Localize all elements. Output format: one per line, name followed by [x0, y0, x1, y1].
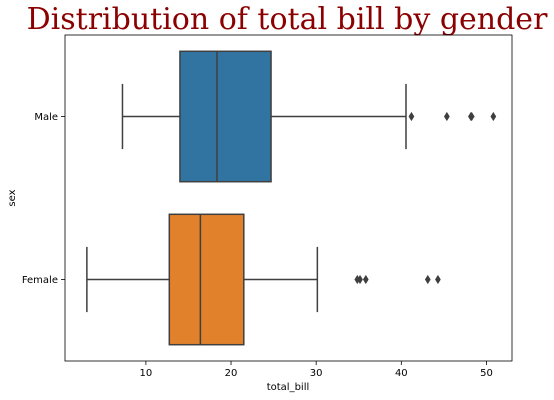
x-tick-label: 10: [140, 368, 153, 379]
x-tick-label: 40: [395, 368, 408, 379]
plot-frame: [64, 34, 513, 362]
x-axis: 10 20 30 40 50: [140, 361, 493, 379]
y-axis-label: sex: [7, 189, 18, 206]
x-tick-label: 20: [225, 368, 238, 379]
box-male: [179, 50, 272, 183]
outlier-point-female: [357, 274, 363, 285]
y-tick-label: Female: [22, 275, 58, 286]
outlier-point-female: [362, 274, 369, 285]
y-axis: Male Female: [22, 112, 65, 286]
x-tick-label: 30: [310, 368, 323, 379]
outlier-point-male: [443, 111, 450, 122]
outlier-point-male: [468, 111, 475, 122]
box-group-male: [121, 50, 497, 183]
outlier-point-female: [424, 274, 431, 285]
x-axis-label: total_bill: [267, 382, 310, 393]
outlier-point-female: [435, 274, 441, 285]
box-group-female: [86, 213, 441, 346]
x-tick-label: 50: [480, 368, 493, 379]
plot-area: [86, 50, 497, 346]
box-female: [168, 213, 245, 346]
outlier-point-male: [490, 111, 497, 122]
y-tick-label: Male: [34, 112, 58, 123]
chart-title: Distribution of total bill by gender: [27, 2, 548, 37]
outlier-point-male: [408, 111, 415, 122]
